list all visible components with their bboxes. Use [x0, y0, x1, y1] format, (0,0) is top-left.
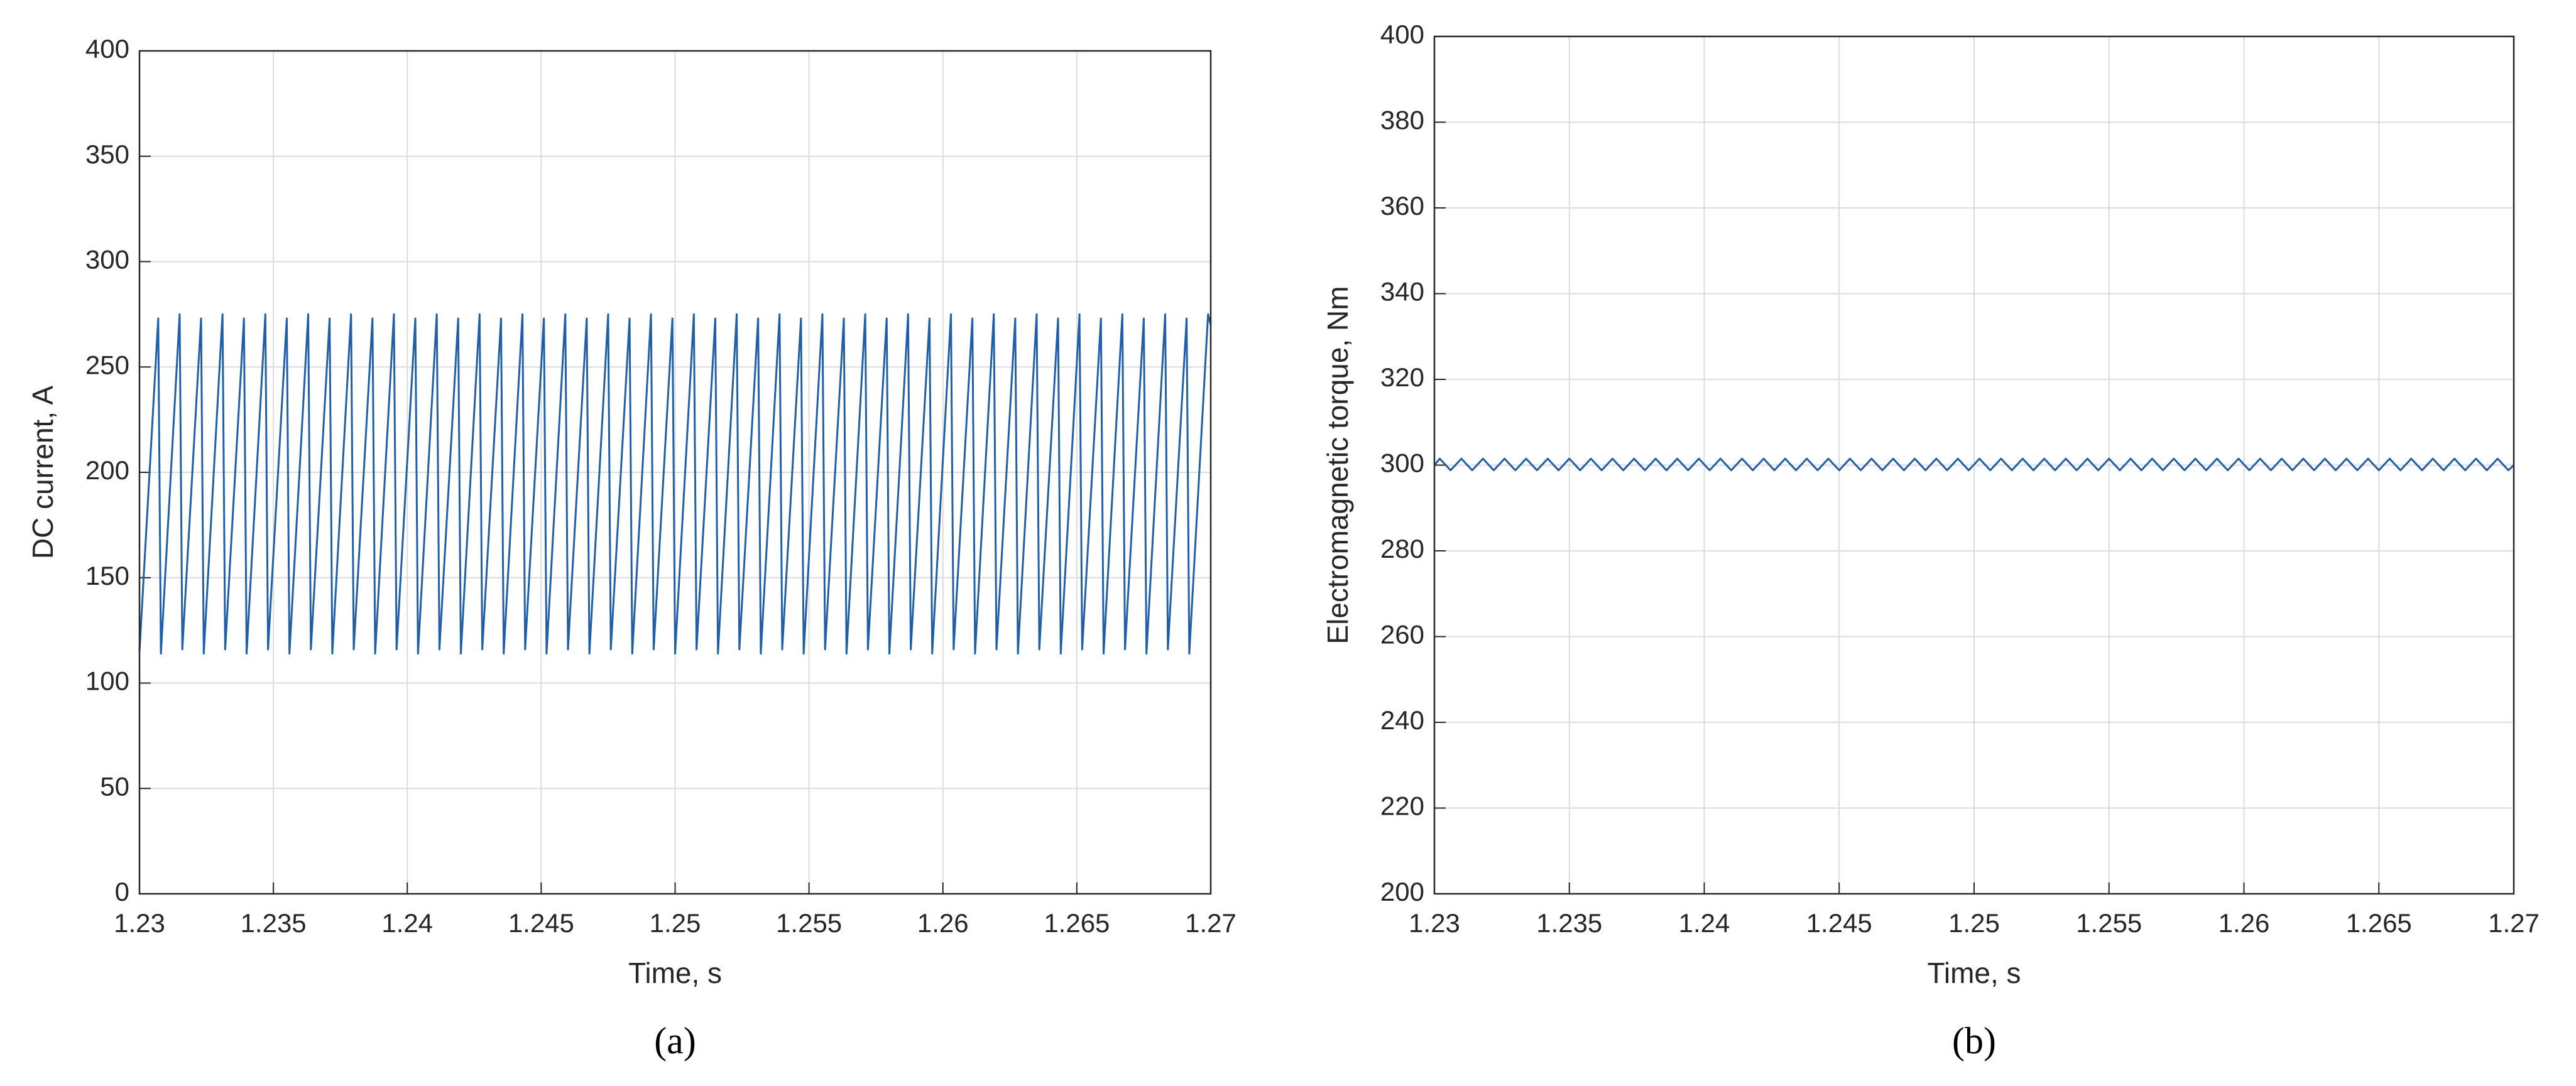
y-tick-label: 300	[85, 245, 129, 274]
y-tick-label: 200	[1380, 877, 1424, 906]
plot-frame	[138, 50, 1212, 895]
y-axis-label: DC current, A	[26, 386, 59, 559]
x-tick-label: 1.27	[2488, 908, 2540, 938]
y-tick-label: 240	[1380, 705, 1424, 735]
x-tick-label: 1.255	[2076, 908, 2142, 938]
y-tick-label: 50	[100, 771, 129, 801]
x-tick-label: 1.24	[381, 908, 433, 938]
x-tick-label: 1.23	[114, 908, 165, 938]
y-tick-label: 260	[1380, 620, 1424, 649]
caption: (a)	[654, 1020, 696, 1062]
y-tick-label: 320	[1380, 362, 1424, 392]
x-tick-label: 1.265	[1044, 908, 1110, 938]
x-tick-label: 1.25	[1948, 908, 2000, 938]
y-tick-label: 220	[1380, 791, 1424, 821]
x-tick-label: 1.25	[650, 908, 701, 938]
x-tick-label: 1.27	[1185, 908, 1236, 938]
x-tick-label: 1.235	[1536, 908, 1602, 938]
x-axis-label: Time, s	[628, 957, 722, 989]
x-tick-label: 1.245	[1806, 908, 1872, 938]
plot-frame	[1433, 35, 2515, 895]
caption: (b)	[1952, 1020, 1996, 1062]
data-line	[138, 313, 1212, 655]
data-line	[1433, 457, 2515, 472]
y-tick-label: 400	[85, 34, 129, 63]
x-tick-label: 1.23	[1409, 908, 1460, 938]
x-tick-label: 1.24	[1679, 908, 1730, 938]
y-tick-label: 280	[1380, 534, 1424, 563]
y-tick-label: 360	[1380, 191, 1424, 220]
y-tick-label: 350	[85, 139, 129, 169]
y-tick-label: 250	[85, 350, 129, 379]
x-tick-label: 1.26	[2219, 908, 2270, 938]
x-tick-label: 1.245	[508, 908, 574, 938]
y-axis-label: Electromagnetic torque, Nm	[1321, 286, 1354, 644]
x-tick-label: 1.255	[776, 908, 842, 938]
x-tick-label: 1.26	[917, 908, 969, 938]
y-tick-label: 150	[85, 561, 129, 590]
y-tick-label: 100	[85, 666, 129, 696]
y-tick-label: 200	[85, 455, 129, 485]
x-tick-label: 1.265	[2346, 908, 2412, 938]
x-tick-label: 1.235	[241, 908, 307, 938]
y-tick-label: 400	[1380, 19, 1424, 49]
x-axis-label: Time, s	[1927, 957, 2021, 989]
y-tick-label: 300	[1380, 448, 1424, 478]
y-tick-label: 340	[1380, 277, 1424, 307]
y-tick-label: 0	[115, 877, 129, 906]
y-tick-label: 380	[1380, 106, 1424, 135]
